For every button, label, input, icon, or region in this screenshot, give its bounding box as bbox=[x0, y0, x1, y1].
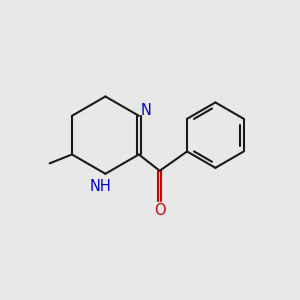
Text: NH: NH bbox=[90, 179, 112, 194]
Text: N: N bbox=[141, 103, 152, 118]
Text: O: O bbox=[154, 202, 166, 217]
